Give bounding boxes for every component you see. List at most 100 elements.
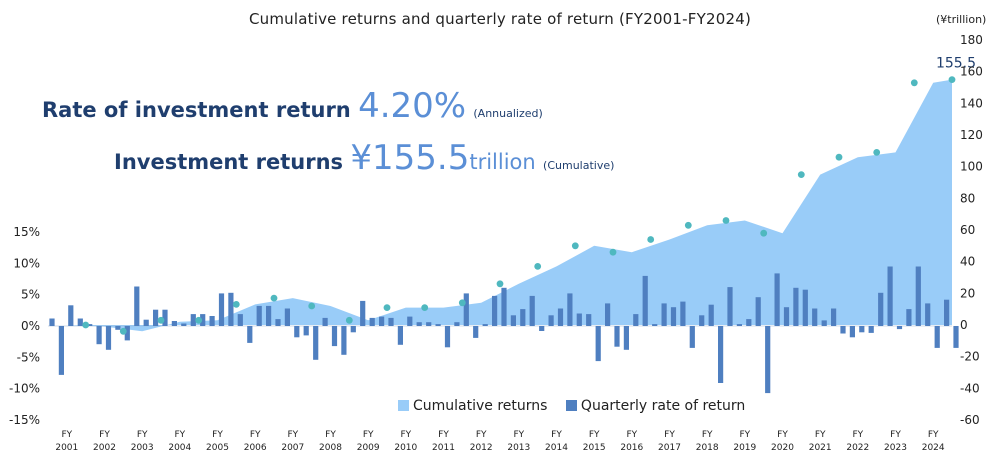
point-cumulative-return bbox=[609, 248, 617, 256]
x-axis-tick-bottom: 2010 bbox=[394, 443, 417, 453]
bar-quarterly-return bbox=[105, 326, 112, 350]
x-axis-tick-top: FY bbox=[852, 430, 863, 440]
kpi-returns-value: ¥155.5 bbox=[350, 138, 470, 178]
bar-quarterly-return bbox=[934, 326, 940, 348]
x-axis-tick-top: FY bbox=[400, 430, 411, 440]
bar-quarterly-return bbox=[350, 326, 356, 333]
x-axis-tick-top: FY bbox=[99, 430, 110, 440]
bar-quarterly-return bbox=[878, 292, 884, 326]
x-axis-tick-bottom: 2007 bbox=[281, 443, 304, 453]
bar-quarterly-return bbox=[369, 317, 375, 326]
chart-title: Cumulative returns and quarterly rate of… bbox=[248, 10, 752, 28]
bar-quarterly-return bbox=[586, 314, 592, 326]
x-axis-tick-top: FY bbox=[61, 430, 72, 440]
x-axis-tick-bottom: 2014 bbox=[545, 443, 568, 453]
bar-quarterly-return bbox=[727, 287, 733, 326]
right-axis-tick: -40 bbox=[960, 381, 980, 395]
legend-swatch-quarterly bbox=[565, 400, 577, 411]
bar-quarterly-return bbox=[256, 305, 262, 326]
bar-quarterly-return bbox=[294, 326, 300, 338]
bar-quarterly-return bbox=[153, 309, 159, 326]
point-cumulative-return bbox=[496, 280, 504, 288]
left-axis-tick: 15% bbox=[13, 225, 40, 239]
x-axis-tick-bottom: 2001 bbox=[55, 443, 78, 453]
x-axis-tick-top: FY bbox=[325, 430, 336, 440]
bar-quarterly-return bbox=[482, 324, 488, 326]
point-cumulative-return bbox=[760, 229, 768, 237]
point-cumulative-return bbox=[797, 171, 805, 179]
kpi-rate: Rate of investment return 4.20% (Annuali… bbox=[42, 86, 543, 126]
x-axis-tick-bottom: 2006 bbox=[244, 443, 267, 453]
x-axis-tick-bottom: 2016 bbox=[620, 443, 643, 453]
kpi-rate-note: (Annualized) bbox=[473, 107, 543, 120]
x-axis-tick-bottom: 2020 bbox=[771, 443, 794, 453]
bar-quarterly-return bbox=[887, 266, 893, 326]
x-axis-tick-top: FY bbox=[702, 430, 713, 440]
bar-quarterly-return bbox=[266, 305, 272, 326]
bar-quarterly-return bbox=[915, 266, 921, 326]
chart-legend: Cumulative returns Quarterly rate of ret… bbox=[398, 398, 759, 414]
left-axis-tick: 10% bbox=[13, 256, 40, 270]
x-axis-tick-top: FY bbox=[815, 430, 826, 440]
bar-quarterly-return bbox=[228, 292, 234, 326]
left-axis-tick: -10% bbox=[9, 382, 40, 396]
right-axis-tick: 120 bbox=[960, 128, 983, 142]
bar-quarterly-return bbox=[699, 315, 705, 326]
right-axis-tick: 160 bbox=[960, 65, 983, 79]
area-cumulative-returns bbox=[48, 79, 952, 332]
point-cumulative-return bbox=[195, 316, 203, 324]
bar-quarterly-return bbox=[171, 321, 177, 326]
point-cumulative-return bbox=[873, 149, 881, 156]
point-cumulative-return bbox=[157, 316, 165, 324]
right-axis-tick: 80 bbox=[960, 191, 975, 205]
x-axis-tick-bottom: 2005 bbox=[206, 443, 229, 453]
x-axis-tick-top: FY bbox=[626, 430, 637, 440]
bar-quarterly-return bbox=[642, 275, 648, 326]
bar-quarterly-return bbox=[821, 320, 827, 326]
point-cumulative-return bbox=[684, 221, 692, 229]
bar-quarterly-return bbox=[501, 287, 507, 326]
bar-quarterly-return bbox=[134, 286, 140, 326]
bar-quarterly-return bbox=[840, 326, 846, 334]
point-cumulative-return bbox=[835, 153, 843, 161]
bar-quarterly-return bbox=[859, 326, 865, 333]
x-axis-tick-top: FY bbox=[551, 430, 562, 440]
bar-quarterly-return bbox=[388, 317, 394, 326]
x-axis-tick-top: FY bbox=[287, 430, 298, 440]
legend-label-quarterly: Quarterly rate of return bbox=[580, 398, 746, 414]
x-axis-tick-top: FY bbox=[928, 430, 939, 440]
bar-quarterly-return bbox=[689, 326, 695, 348]
bar-quarterly-return bbox=[209, 316, 215, 326]
bar-quarterly-return bbox=[774, 273, 780, 326]
point-cumulative-return bbox=[232, 301, 240, 308]
kpi-returns-unit: trillion bbox=[469, 150, 536, 174]
point-cumulative-return bbox=[910, 79, 918, 87]
legend-label-cumulative: Cumulative returns bbox=[413, 398, 548, 414]
point-cumulative-return bbox=[647, 236, 655, 243]
left-axis-tick: -15% bbox=[9, 413, 40, 427]
point-cumulative-return bbox=[345, 316, 353, 324]
bar-quarterly-return bbox=[313, 326, 319, 360]
bar-quarterly-return bbox=[548, 315, 554, 326]
x-axis-tick-bottom: 2003 bbox=[131, 443, 154, 453]
bar-quarterly-return bbox=[303, 326, 309, 336]
bar-quarterly-return bbox=[218, 293, 225, 326]
bar-quarterly-return bbox=[680, 301, 686, 326]
bar-quarterly-return bbox=[944, 299, 950, 326]
bar-quarterly-return bbox=[812, 308, 818, 326]
point-cumulative-return bbox=[534, 263, 542, 270]
x-axis-tick-bottom: 2022 bbox=[846, 443, 869, 453]
bar-quarterly-return bbox=[925, 303, 931, 326]
kpi-returns-note: (Cumulative) bbox=[543, 159, 615, 172]
bar-quarterly-return bbox=[793, 287, 799, 326]
x-axis-tick-top: FY bbox=[890, 430, 901, 440]
bar-quarterly-return bbox=[718, 326, 724, 383]
x-axis-tick-top: FY bbox=[777, 430, 788, 440]
bar-quarterly-return bbox=[444, 326, 451, 348]
bar-quarterly-return bbox=[652, 324, 658, 326]
bar-quarterly-return bbox=[360, 300, 366, 326]
x-axis-tick-top: FY bbox=[212, 430, 223, 440]
x-axis-tick-top: FY bbox=[137, 430, 148, 440]
x-axis-tick-top: FY bbox=[363, 430, 374, 440]
